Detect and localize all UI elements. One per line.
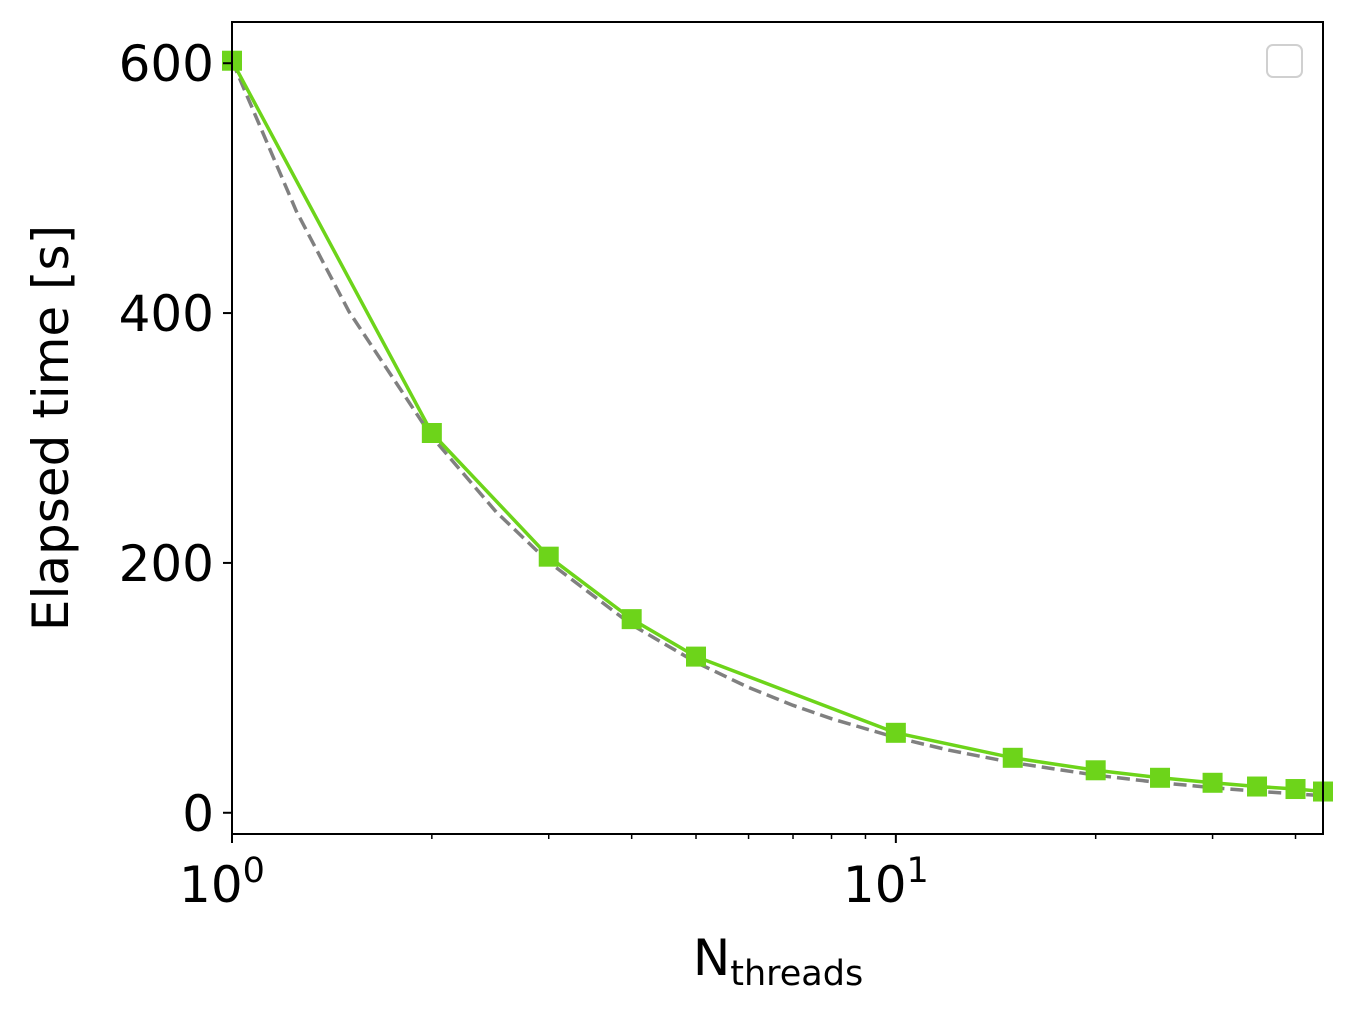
data-point-marker	[885, 722, 906, 743]
data-point-marker	[621, 609, 642, 630]
data-point-marker	[1085, 760, 1106, 781]
series-layer	[222, 50, 1333, 802]
x-axis-label-subscript: threads	[730, 954, 863, 994]
data-point-marker	[421, 422, 442, 443]
data-point-marker	[1202, 772, 1223, 793]
y-tick-label: 200	[119, 535, 214, 593]
y-tick-label: 0	[182, 785, 214, 843]
data-point-marker	[1002, 747, 1023, 768]
x-tick-label: 100	[179, 851, 265, 914]
legend-box	[1266, 44, 1303, 78]
data-point-marker	[538, 546, 559, 567]
y-axis-label: Elapsed time [s]	[22, 225, 80, 631]
y-tick-label: 400	[119, 285, 214, 343]
data-point-marker	[1150, 767, 1171, 788]
data-point-marker	[686, 646, 707, 667]
ticks-layer: 0 200 400 600 100 101	[119, 35, 1297, 914]
x-axis-label-main: N	[693, 929, 730, 987]
plot-frame	[231, 21, 1324, 835]
y-tick-label: 600	[119, 35, 214, 93]
data-point-marker	[1247, 776, 1268, 797]
plot-background	[232, 22, 1323, 834]
data-point-marker	[1285, 779, 1306, 800]
x-axis-label: Nthreads	[693, 929, 863, 994]
x-tick-label: 101	[843, 851, 929, 914]
